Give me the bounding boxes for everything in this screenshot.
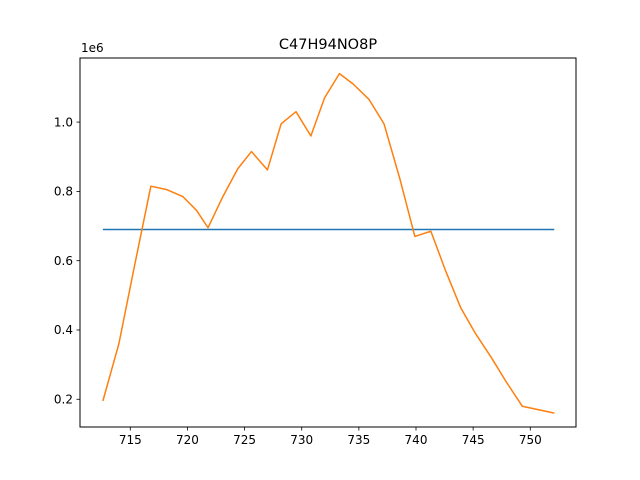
x-tick-label: 750 (519, 433, 542, 447)
y-tick-label: 0.4 (54, 323, 73, 337)
x-tick-label: 725 (233, 433, 256, 447)
x-tick-label: 730 (290, 433, 313, 447)
y-tick-label: 0.2 (54, 392, 73, 406)
y-offset-label: 1e6 (81, 41, 104, 55)
y-tick-label: 1.0 (54, 115, 73, 129)
x-tick-label: 745 (462, 433, 485, 447)
x-tick-label: 735 (347, 433, 370, 447)
y-tick-label: 0.6 (54, 254, 73, 268)
y-tick-label: 0.8 (54, 185, 73, 199)
x-tick-label: 720 (176, 433, 199, 447)
series-1-line (102, 72, 555, 414)
chart-title: C47H94NO8P (279, 37, 377, 53)
series-layer (102, 72, 555, 414)
ticks-layer: 715 720 725 730 735 740 745 750 0.2 0.4 0.6 0.8 1.0 (54, 115, 542, 447)
x-tick-label: 715 (119, 433, 142, 447)
plot-frame (79, 57, 577, 428)
x-tick-label: 740 (405, 433, 428, 447)
